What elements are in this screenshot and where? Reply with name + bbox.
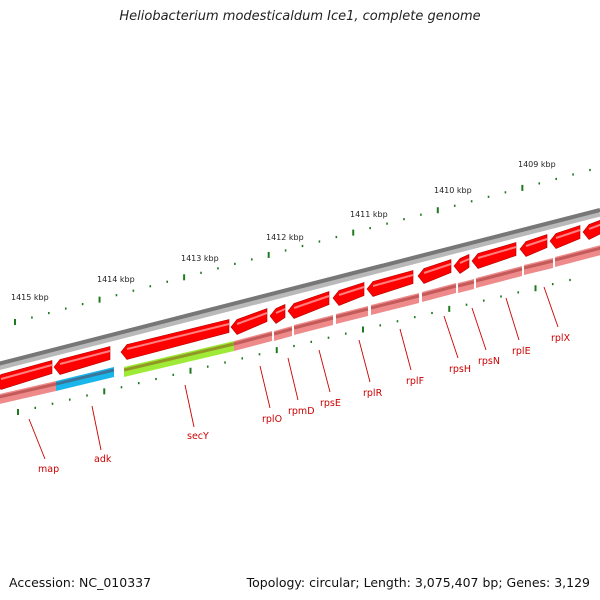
gene-leader-line (443, 315, 459, 359)
kbp-label: 1409 kbp (518, 160, 556, 169)
gene-leader-line (91, 405, 102, 451)
gene-arrow-fwd (519, 234, 548, 257)
kbp-label: 1410 kbp (434, 186, 472, 195)
backbone-line (0, 208, 600, 366)
gene-block-adk (56, 367, 114, 391)
gene-arrow-fwd (582, 220, 600, 240)
gene-block-rplE (476, 266, 522, 288)
gene-leader-line (184, 384, 195, 428)
gene-block-rpsH (422, 283, 456, 302)
gene-label-rpsE[interactable]: rpsE (320, 398, 341, 409)
gene-block-shade (123, 342, 235, 372)
kbp-label: 1413 kbp (181, 254, 219, 263)
gene-block-shade (335, 307, 369, 319)
genome-backbone (0, 208, 600, 371)
gene-block-shade (370, 294, 420, 310)
gene-arrow-highlight (275, 308, 286, 314)
gene-label-secY[interactable]: secY (187, 431, 209, 442)
gene-arrow-highlight (525, 238, 548, 247)
kbp-tick-marks (14, 168, 591, 415)
gene-leader-line (28, 418, 46, 460)
gene-block-rplR (336, 306, 368, 324)
gene-block-rplX (524, 258, 553, 275)
kbp-label: 1411 kbp (350, 210, 388, 219)
kbp-label: 1414 kbp (97, 275, 135, 284)
gene-arrow-fwd (53, 346, 111, 375)
gene-label-rpmD[interactable]: rpmD (288, 406, 315, 417)
gene-block-shade (55, 368, 115, 386)
gene-arrow-highlight (0, 364, 53, 380)
gene-arrow-fwd (120, 319, 230, 360)
gene-arrow-fwd (471, 242, 517, 269)
gene-arrow-highlight (459, 258, 470, 264)
gene-arrow-highlight (236, 312, 268, 325)
gene-block-shade (0, 382, 57, 399)
gene-arrow-highlight (338, 286, 365, 296)
gene-labels: map adk secY rplO rpmD rpsE rplR rplF rpsH rpsN rp… (28, 286, 571, 475)
gene-leader-line (259, 365, 271, 409)
gene-block-shade (554, 246, 600, 262)
gene-arrow-fwd (230, 308, 268, 335)
gene-arrow-fwd (366, 270, 414, 297)
gene-block-rplO (234, 331, 272, 351)
gene-leader-line (318, 349, 331, 393)
gene-label-rpsN[interactable]: rpsN (478, 356, 500, 367)
gene-arrow-highlight (555, 229, 581, 239)
gene-block-shade (421, 284, 457, 297)
gene-block-shade (273, 327, 293, 336)
gene-label-adk[interactable]: adk (94, 454, 112, 465)
gene-block-shade (475, 267, 523, 283)
gene-block-rpsE (294, 315, 333, 335)
gene-arrow-highlight (372, 274, 414, 287)
gene-arrow-highlight (423, 263, 452, 274)
gene-arrow-highlight (59, 350, 111, 365)
gene-label-rplO[interactable]: rplO (262, 414, 282, 425)
reverse-gene-track (0, 245, 600, 404)
gene-leader-line (505, 297, 520, 341)
backbone-shadow (0, 211, 600, 371)
gene-block-rplF (371, 293, 419, 315)
gene-arrow-fwd (549, 225, 581, 249)
gene-leader-line (471, 307, 487, 351)
gene-leader-line (287, 357, 299, 401)
kbp-ruler-labels: 1415 kbp 1414 kbp 1413 kbp 1412 kbp 1411 kbp… (11, 160, 556, 302)
gene-block-rev (555, 245, 600, 267)
gene-arrow-highlight (293, 295, 330, 309)
map-title: Heliobacterium modesticaldum Ice1, compl… (119, 9, 481, 24)
gene-label-rplX[interactable]: rplX (551, 333, 571, 344)
gene-arrow-fwd (417, 259, 452, 284)
gene-label-rplE[interactable]: rplE (512, 346, 531, 357)
forward-gene-track (0, 220, 600, 390)
kbp-label: 1412 kbp (266, 233, 304, 242)
kbp-label: 1415 kbp (11, 293, 49, 302)
genome-summary: Topology: circular; Length: 3,075,407 bp… (246, 575, 590, 590)
gene-block-shade (233, 332, 273, 346)
gene-block-map (0, 381, 56, 404)
gene-leader-line (358, 339, 371, 383)
gene-arrow-fwd (269, 304, 286, 324)
gene-block-shade (523, 259, 554, 270)
gene-label-map[interactable]: map (38, 464, 59, 475)
gene-arrow-highlight (477, 246, 517, 259)
gene-leader-line (399, 328, 412, 371)
gene-leader-line (543, 286, 559, 328)
gene-label-rplF[interactable]: rplF (406, 376, 424, 387)
gene-arrow-highlight (126, 323, 230, 350)
gene-block-shade (457, 280, 475, 288)
gene-block-secY (124, 341, 234, 377)
gene-block-shade (293, 316, 334, 330)
gene-arrow-fwd (287, 291, 330, 319)
accession-text: Accession: NC_010337 (9, 575, 152, 590)
gene-block-rpmD (274, 326, 292, 341)
gene-arrow-fwd (453, 254, 470, 274)
gene-arrow-fwd (332, 282, 365, 306)
gene-label-rpsH[interactable]: rpsH (449, 364, 471, 375)
gene-arrow-highlight (588, 223, 600, 230)
gene-label-rplR[interactable]: rplR (363, 388, 383, 399)
gene-block-rpsN (458, 279, 474, 293)
